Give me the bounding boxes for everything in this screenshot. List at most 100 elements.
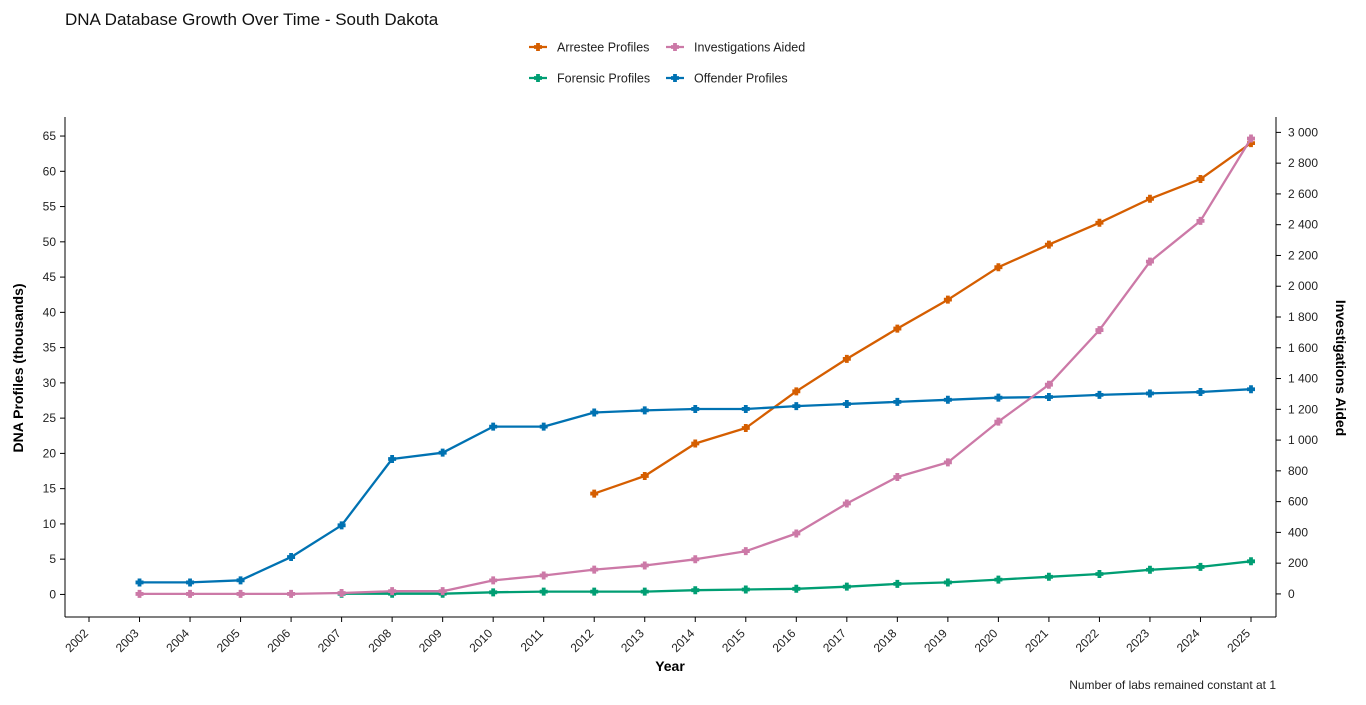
point-investigations-aided-2013 (640, 561, 649, 570)
point-arrestee-profiles-2020 (994, 263, 1003, 272)
point-offender-profiles-2024 (1196, 388, 1205, 397)
point-investigations-aided-2018 (893, 473, 902, 481)
point-offender-profiles-2023 (1145, 389, 1154, 398)
y2-tick-label-400: 400 (1288, 525, 1308, 539)
y2-axis-title: Investigations Aided (1333, 300, 1349, 436)
y-tick-label-30: 30 (43, 376, 57, 390)
point-forensic-profiles-2015 (741, 585, 750, 594)
point-arrestee-profiles-2023 (1145, 194, 1154, 203)
legend-label-offender-profiles: Offender Profiles (694, 72, 788, 86)
point-investigations-aided-2005 (236, 589, 245, 598)
x-tick-label-2017: 2017 (820, 626, 849, 655)
point-offender-profiles-2014 (691, 404, 700, 413)
legend-label-forensic-profiles: Forensic Profiles (557, 72, 650, 86)
y-tick-label-10: 10 (43, 517, 57, 531)
y2-tick-label-1000: 1 000 (1288, 433, 1318, 447)
point-investigations-aided-2017 (842, 499, 851, 508)
x-tick-label-2022: 2022 (1073, 626, 1102, 655)
point-arrestee-profiles-2024 (1196, 175, 1205, 184)
x-tick-label-2021: 2021 (1022, 626, 1051, 655)
point-arrestee-profiles-2025 (1247, 139, 1255, 148)
y2-tick-label-0: 0 (1288, 587, 1295, 601)
point-arrestee-profiles-2015 (741, 424, 750, 433)
y2-tick-label-3000: 3 000 (1288, 125, 1318, 139)
x-tick-label-2008: 2008 (365, 626, 394, 655)
point-forensic-profiles-2023 (1145, 565, 1154, 574)
point-arrestee-profiles-2021 (1044, 240, 1053, 249)
series-line-offender-profiles (139, 388, 1252, 584)
legend-marker-arrestee-profiles (534, 43, 542, 51)
y-tick-label-35: 35 (43, 341, 57, 355)
point-investigations-aided-2023 (1145, 257, 1154, 266)
y-tick-label-60: 60 (43, 164, 57, 178)
x-tick-label-2010: 2010 (467, 626, 496, 655)
y-tick-label-55: 55 (43, 200, 57, 214)
y-tick-label-0: 0 (49, 587, 56, 601)
x-tick-label-2025: 2025 (1224, 626, 1253, 655)
point-forensic-profiles-2021 (1044, 572, 1053, 581)
y2-tick-label-800: 800 (1288, 464, 1308, 478)
point-investigations-aided-2025 (1247, 134, 1255, 143)
y-tick-label-65: 65 (43, 129, 57, 143)
labs-note-annotation: Number of labs remained constant at 1 (1069, 678, 1276, 692)
point-investigations-aided-2007 (337, 589, 346, 597)
point-offender-profiles-2005 (236, 576, 245, 585)
series-forensic-profiles (337, 557, 1255, 598)
point-offender-profiles-2020 (994, 393, 1003, 402)
y2-tick-label-1200: 1 200 (1288, 402, 1318, 416)
x-tick-label-2015: 2015 (719, 626, 748, 655)
point-investigations-aided-2009 (438, 587, 447, 596)
point-offender-profiles-2009 (438, 448, 447, 457)
point-investigations-aided-2004 (186, 589, 195, 598)
chart-axes: 0510152025303540455055606502004006008001… (43, 117, 1318, 655)
point-offender-profiles-2022 (1095, 390, 1104, 399)
point-offender-profiles-2012 (590, 408, 599, 417)
x-tick-label-2002: 2002 (62, 626, 91, 655)
x-tick-label-2019: 2019 (921, 626, 950, 655)
x-tick-label-2016: 2016 (770, 626, 799, 655)
x-tick-label-2024: 2024 (1174, 626, 1203, 655)
point-investigations-aided-2024 (1196, 216, 1205, 225)
legend-marker-forensic-profiles (534, 74, 542, 82)
point-forensic-profiles-2016 (792, 584, 801, 593)
point-offender-profiles-2004 (186, 578, 195, 587)
point-arrestee-profiles-2017 (842, 354, 851, 363)
point-arrestee-profiles-2014 (691, 439, 700, 448)
legend-label-investigations-aided: Investigations Aided (694, 41, 805, 55)
point-forensic-profiles-2020 (994, 575, 1003, 584)
x-tick-label-2007: 2007 (315, 626, 344, 655)
point-arrestee-profiles-2016 (792, 387, 801, 396)
y2-tick-label-2400: 2 400 (1288, 218, 1318, 232)
point-investigations-aided-2021 (1044, 380, 1053, 389)
legend: Arrestee Profiles Investigations Aided For… (529, 41, 805, 86)
point-investigations-aided-2003 (135, 589, 144, 598)
x-axis-title: Year (655, 658, 685, 674)
x-tick-label-2006: 2006 (264, 626, 293, 655)
point-investigations-aided-2022 (1095, 326, 1104, 335)
point-forensic-profiles-2024 (1196, 562, 1205, 571)
point-offender-profiles-2025 (1247, 385, 1255, 394)
legend-marker-investigations-aided (671, 43, 679, 51)
point-investigations-aided-2012 (590, 565, 599, 574)
y2-tick-label-2600: 2 600 (1288, 187, 1318, 201)
point-forensic-profiles-2013 (640, 587, 649, 596)
point-investigations-aided-2014 (691, 555, 700, 564)
series-arrestee-profiles (590, 139, 1255, 498)
y-tick-label-40: 40 (43, 305, 57, 319)
y-tick-label-45: 45 (43, 270, 57, 284)
point-arrestee-profiles-2022 (1095, 218, 1104, 227)
point-offender-profiles-2019 (943, 395, 952, 404)
point-offender-profiles-2008 (388, 455, 397, 464)
point-offender-profiles-2003 (135, 578, 144, 587)
point-investigations-aided-2011 (539, 571, 548, 580)
chart-series (135, 134, 1255, 598)
point-forensic-profiles-2018 (893, 579, 902, 588)
point-offender-profiles-2021 (1044, 392, 1053, 401)
x-tick-label-2013: 2013 (618, 626, 647, 655)
y2-tick-label-2800: 2 800 (1288, 156, 1318, 170)
point-investigations-aided-2010 (489, 576, 498, 585)
legend-label-arrestee-profiles: Arrestee Profiles (557, 41, 649, 55)
point-arrestee-profiles-2012 (590, 489, 599, 498)
point-offender-profiles-2015 (741, 404, 750, 413)
